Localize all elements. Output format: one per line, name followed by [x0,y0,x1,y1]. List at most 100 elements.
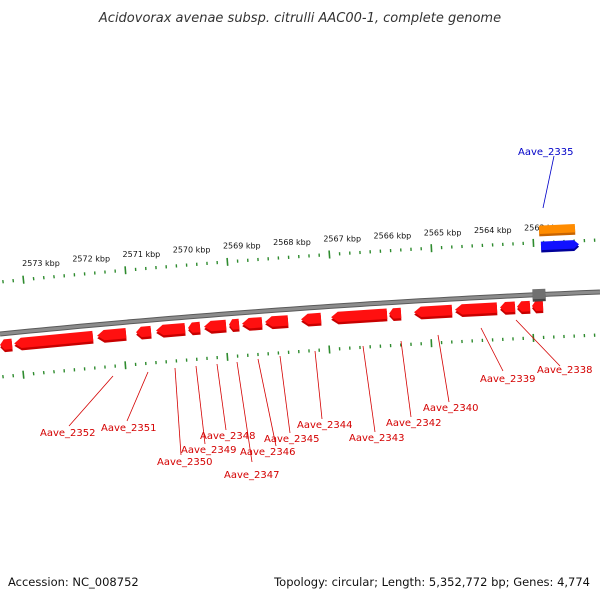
gene-arrow [532,300,544,314]
leader-line [236,361,253,463]
gene-arrow [0,338,13,353]
gene-arrow-body [97,328,127,341]
map-title: Acidovorax avenae subsp. citrulli AAC00-… [98,11,501,26]
kbp-label: 2569 kbp [223,242,261,251]
gene-arrow-blue [540,240,580,253]
gene-block-orange [538,224,576,237]
leader-line [400,340,412,418]
gene-arrow [14,330,94,351]
gene-arrow [136,325,152,340]
gene-arrow-blue-body [540,240,579,251]
gene-block-orange-body [538,224,576,234]
outer-tick-ring [2,238,596,284]
outer-major-tick [124,266,127,275]
leader-line [314,350,323,420]
outer-major-tick [22,275,25,284]
leader-line [542,155,555,209]
leader-line [174,367,182,456]
genome-backbone [0,289,600,337]
gene-arrow-body [500,301,516,313]
gene-arrow [301,312,322,327]
gene-arrow-body [389,307,402,319]
gene-arrow-body [455,302,498,315]
gene-arrow-body [414,304,453,317]
label-leader-lines [68,155,561,463]
kbp-label: 2571 kbp [123,250,161,259]
gene-arrow [389,307,402,321]
leader-line [362,345,376,433]
gene-arrow [97,328,127,343]
gene-label-aave-2340: Aave_2340 [423,403,479,414]
gene-arrow [517,300,531,315]
genome-summary-text: Topology: circular; Length: 5,352,772 bp… [273,575,590,589]
gene-label-aave-2352: Aave_2352 [40,428,96,439]
leader-line [257,358,277,447]
gene-label-aave-2348: Aave_2348 [200,431,256,442]
inner-major-tick [226,352,229,361]
gene-arrow [455,302,498,317]
gene-label-aave-2343: Aave_2343 [349,433,405,444]
gene-arrow-body [14,330,94,348]
leader-line [126,371,149,422]
leader-line [515,319,561,367]
gene-arrow-body [301,312,322,325]
gene-arrow-body [265,315,289,327]
outer-major-tick [328,250,331,259]
gene-block-gray-body [532,288,546,300]
leader-line [216,363,227,431]
inner-major-tick [22,370,25,379]
leader-line [437,334,450,403]
gene-arrow-body [229,318,240,330]
gene-arrow [414,304,453,320]
gene-arrow-body [532,300,544,311]
gene-label-aave-2342: Aave_2342 [386,418,442,429]
leader-line [68,375,114,427]
gene-arrow [204,319,227,334]
gene-arrow-body [188,321,201,333]
leader-line [279,355,291,434]
accession-text: Accession: NC_008752 [8,575,139,589]
gene-arrow [188,321,201,336]
backbone-line [0,290,600,336]
gene-features [0,224,580,353]
gene-arrow-body [136,325,152,338]
gene-arrow [331,308,388,325]
gene-label-aave-2335: Aave_2335 [518,147,574,158]
gene-label-aave-2346: Aave_2346 [240,447,296,458]
gene-arrow [242,317,263,331]
kbp-label: 2573 kbp [22,259,60,268]
gene-arrow-body [156,323,186,336]
gene-label-aave-2350: Aave_2350 [157,457,213,468]
inner-major-tick [328,345,331,354]
kbp-label: 2565 kbp [424,229,462,238]
gene-arrow-body [517,300,531,312]
gene-arrow [156,323,186,338]
gene-arrow [500,301,516,315]
gene-label-aave-2349: Aave_2349 [181,445,237,456]
kbp-label: 2570 kbp [173,246,211,255]
gene-arrow-body [242,317,263,329]
gene-label-aave-2339: Aave_2339 [480,374,536,385]
gene-label-aave-2351: Aave_2351 [101,423,157,434]
kbp-label: 2568 kbp [273,238,311,247]
outer-major-tick [226,257,229,266]
gene-arrow-body [331,308,388,322]
leader-line [195,365,206,445]
gene-label-aave-2345: Aave_2345 [264,434,320,445]
kbp-label: 2564 kbp [474,226,512,235]
gene-arrow [265,315,289,330]
gene-arrow-body [0,338,13,350]
inner-major-tick [124,361,127,370]
kbp-label: 2567 kbp [323,235,361,244]
gene-block-gray [532,288,546,302]
gene-arrow-body [204,319,227,332]
gene-label-aave-2347: Aave_2347 [224,470,280,481]
inner-tick-ring [2,333,596,379]
kbp-label: 2566 kbp [374,232,412,241]
gene-label-aave-2338: Aave_2338 [537,365,593,376]
kbp-label: 2572 kbp [72,254,110,263]
